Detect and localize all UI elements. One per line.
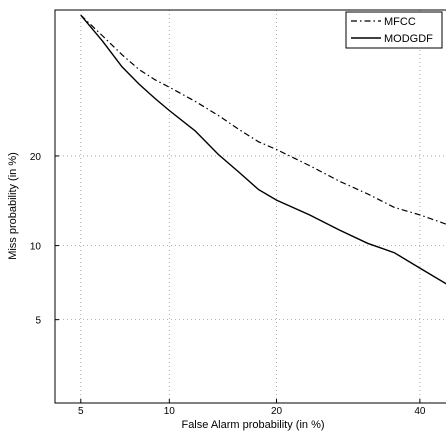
y-tick-label: 5 xyxy=(35,316,41,327)
y-tick-label: 20 xyxy=(30,152,42,163)
x-tick-label: 40 xyxy=(414,406,426,417)
legend-box xyxy=(345,11,443,49)
legend-label-modgdf: MODGDF xyxy=(384,33,433,45)
legend-label-mfcc: MFCC xyxy=(384,16,416,28)
x-axis-title: False Alarm probability (in %) xyxy=(181,419,324,431)
x-tick-label: 5 xyxy=(78,406,84,417)
plot-frame xyxy=(54,9,446,404)
series-layer xyxy=(80,14,446,285)
grid xyxy=(55,10,446,403)
x-tick-label: 20 xyxy=(271,406,283,417)
series-line-modgdf xyxy=(80,14,446,285)
y-axis-title: Miss probability (in %) xyxy=(7,152,19,260)
series-line-mfcc xyxy=(80,14,446,225)
y-tick-labels: 5 10 20 xyxy=(30,152,59,327)
x-tick-labels: 5 10 20 40 xyxy=(78,399,426,417)
y-tick-label: 10 xyxy=(30,242,42,253)
legend: MFCC MODGDF xyxy=(345,11,443,49)
x-tick-label: 10 xyxy=(164,406,176,417)
